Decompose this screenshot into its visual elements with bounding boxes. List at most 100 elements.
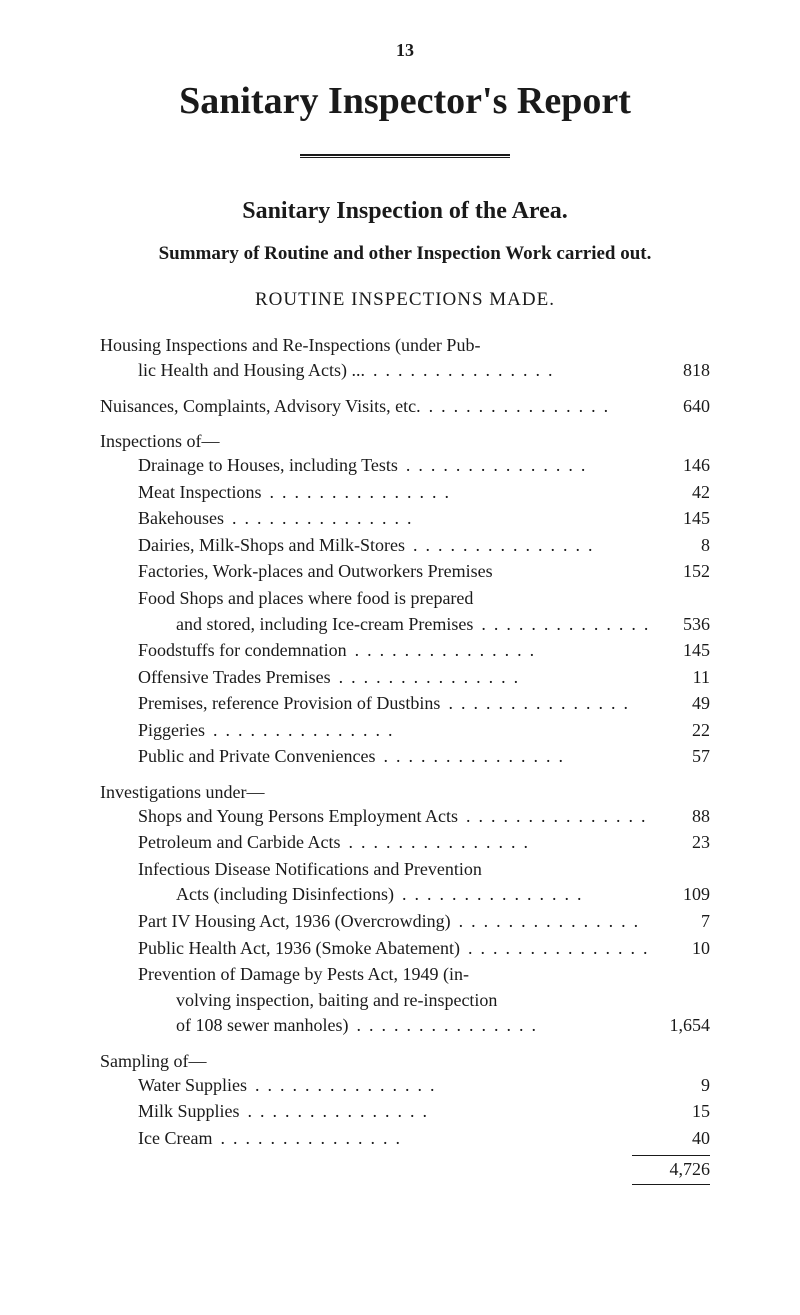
entry-value: 23	[648, 830, 710, 856]
leader-dots: ...............	[451, 909, 648, 935]
entry: Bakehouses...............145	[100, 506, 710, 532]
leader-dots: ...............	[375, 744, 648, 770]
entry-label: Water Supplies	[100, 1073, 247, 1099]
entry: Ice Cream...............40	[100, 1126, 710, 1152]
total-rule	[632, 1184, 710, 1185]
entry-label: Petroleum and Carbide Acts	[100, 830, 340, 856]
entry: Infectious Disease Notifications and Pre…	[100, 857, 710, 908]
leader-dots: ...............	[458, 804, 648, 830]
entry-row: Petroleum and Carbide Acts..............…	[100, 830, 710, 856]
entry-label: Shops and Young Persons Employment Acts	[100, 804, 458, 830]
leader-dots: ...............	[331, 665, 648, 691]
entry-row: lic Health and Housing Acts) ...........…	[100, 358, 710, 384]
leader-dots: ...............	[394, 882, 648, 908]
entry-label: Dairies, Milk-Shops and Milk-Stores	[100, 533, 405, 559]
leader-dots: ...............	[347, 638, 648, 664]
entry-row: Piggeries...............22	[100, 718, 710, 744]
entry: Meat Inspections...............42	[100, 480, 710, 506]
entry-label: Foodstuffs for condemnation	[100, 638, 347, 664]
entry-value: 536	[648, 612, 710, 638]
entry: Shops and Young Persons Employment Acts.…	[100, 804, 710, 830]
entry: Drainage to Houses, including Tests.....…	[100, 453, 710, 479]
entry-row: Acts (including Disinfections)..........…	[100, 882, 710, 908]
entry-row: Part IV Housing Act, 1936 (Overcrowding)…	[100, 909, 710, 935]
entry-row: Drainage to Houses, including Tests.....…	[100, 453, 710, 479]
title-rule-container	[100, 145, 710, 163]
entry: Piggeries...............22	[100, 718, 710, 744]
entry-value: 146	[648, 453, 710, 479]
leader-dots: ...............	[212, 1126, 648, 1152]
entry-row: Premises, reference Provision of Dustbin…	[100, 691, 710, 717]
entry: Public Health Act, 1936 (Smoke Abatement…	[100, 936, 710, 962]
entry-label-line: Prevention of Damage by Pests Act, 1949 …	[100, 962, 590, 988]
groups-container: Inspections of—Drainage to Houses, inclu…	[100, 431, 710, 1151]
entry-value: 11	[648, 665, 710, 691]
top-entries-list: Housing Inspections and Re-Inspections (…	[100, 333, 710, 420]
entry-row: Offensive Trades Premises...............…	[100, 665, 710, 691]
total-value: 4,726	[632, 1159, 710, 1180]
entry-value: 10	[648, 936, 710, 962]
entry-value: 88	[648, 804, 710, 830]
entry-value: 152	[648, 559, 710, 585]
entry-value: 7	[648, 909, 710, 935]
entry-value: 145	[648, 506, 710, 532]
entry-label: Drainage to Houses, including Tests	[100, 453, 398, 479]
entry-row: Nuisances, Complaints, Advisory Visits, …	[100, 394, 710, 420]
total-row: 4,726	[100, 1159, 710, 1180]
entry-label: and stored, including Ice-cream Premises	[100, 612, 473, 638]
leader-dots: ...............	[365, 358, 648, 384]
entry: Premises, reference Provision of Dustbin…	[100, 691, 710, 717]
total-rule-bottom	[100, 1184, 710, 1185]
entry-label: Milk Supplies	[100, 1099, 240, 1125]
entry: Nuisances, Complaints, Advisory Visits, …	[100, 394, 710, 420]
entry-label: Piggeries	[100, 718, 205, 744]
entry-value: 57	[648, 744, 710, 770]
entry-label: Meat Inspections	[100, 480, 261, 506]
entry-value: 49	[648, 691, 710, 717]
entry-label: Factories, Work-places and Outworkers Pr…	[100, 559, 493, 585]
leader-dots: ...............	[205, 718, 648, 744]
leader-dots: ...............	[224, 506, 648, 532]
entry: Prevention of Damage by Pests Act, 1949 …	[100, 962, 710, 1039]
entry-row: Bakehouses...............145	[100, 506, 710, 532]
entry-row: Milk Supplies...............15	[100, 1099, 710, 1125]
entry-label: of 108 sewer manholes)	[100, 1013, 348, 1039]
total-rule-top	[100, 1155, 710, 1156]
entry-row: Public Health Act, 1936 (Smoke Abatement…	[100, 936, 710, 962]
routine-heading: ROUTINE INSPECTIONS MADE.	[100, 289, 710, 311]
entry-label: Ice Cream	[100, 1126, 212, 1152]
entry-label: Nuisances, Complaints, Advisory Visits, …	[100, 394, 421, 420]
leader-dots: ...............	[348, 1013, 648, 1039]
entry-label: Offensive Trades Premises	[100, 665, 331, 691]
entry: Foodstuffs for condemnation.............…	[100, 638, 710, 664]
entry-label-line: Housing Inspections and Re-Inspections (…	[100, 333, 590, 359]
double-rule	[300, 154, 510, 158]
entry: Public and Private Conveniences.........…	[100, 744, 710, 770]
entry-value: 145	[648, 638, 710, 664]
entry: Petroleum and Carbide Acts..............…	[100, 830, 710, 856]
entry-label: Public and Private Conveniences	[100, 744, 375, 770]
entry-value: 818	[648, 358, 710, 384]
entry-row: and stored, including Ice-cream Premises…	[100, 612, 710, 638]
group-heading: Investigations under—	[100, 782, 710, 803]
entry-row: Factories, Work-places and Outworkers Pr…	[100, 559, 710, 585]
entry: Water Supplies...............9	[100, 1073, 710, 1099]
entry-row: Foodstuffs for condemnation.............…	[100, 638, 710, 664]
entry: Milk Supplies...............15	[100, 1099, 710, 1125]
page-number: 13	[100, 40, 710, 61]
leader-dots: ...............	[247, 1073, 648, 1099]
entry: Part IV Housing Act, 1936 (Overcrowding)…	[100, 909, 710, 935]
entry: Dairies, Milk-Shops and Milk-Stores.....…	[100, 533, 710, 559]
entry: Food Shops and places where food is prep…	[100, 586, 710, 637]
leader-dots: ...............	[473, 612, 648, 638]
entry-label-line: volving inspection, baiting and re-inspe…	[100, 988, 590, 1014]
entry-row: Shops and Young Persons Employment Acts.…	[100, 804, 710, 830]
entry-value: 40	[648, 1126, 710, 1152]
entry-value: 15	[648, 1099, 710, 1125]
entry-value: 42	[648, 480, 710, 506]
entry-row: of 108 sewer manholes)...............1,6…	[100, 1013, 710, 1039]
leader-dots: ...............	[421, 394, 648, 420]
total-rule	[632, 1155, 710, 1156]
entry-label: Bakehouses	[100, 506, 224, 532]
main-title: Sanitary Inspector's Report	[100, 79, 710, 123]
